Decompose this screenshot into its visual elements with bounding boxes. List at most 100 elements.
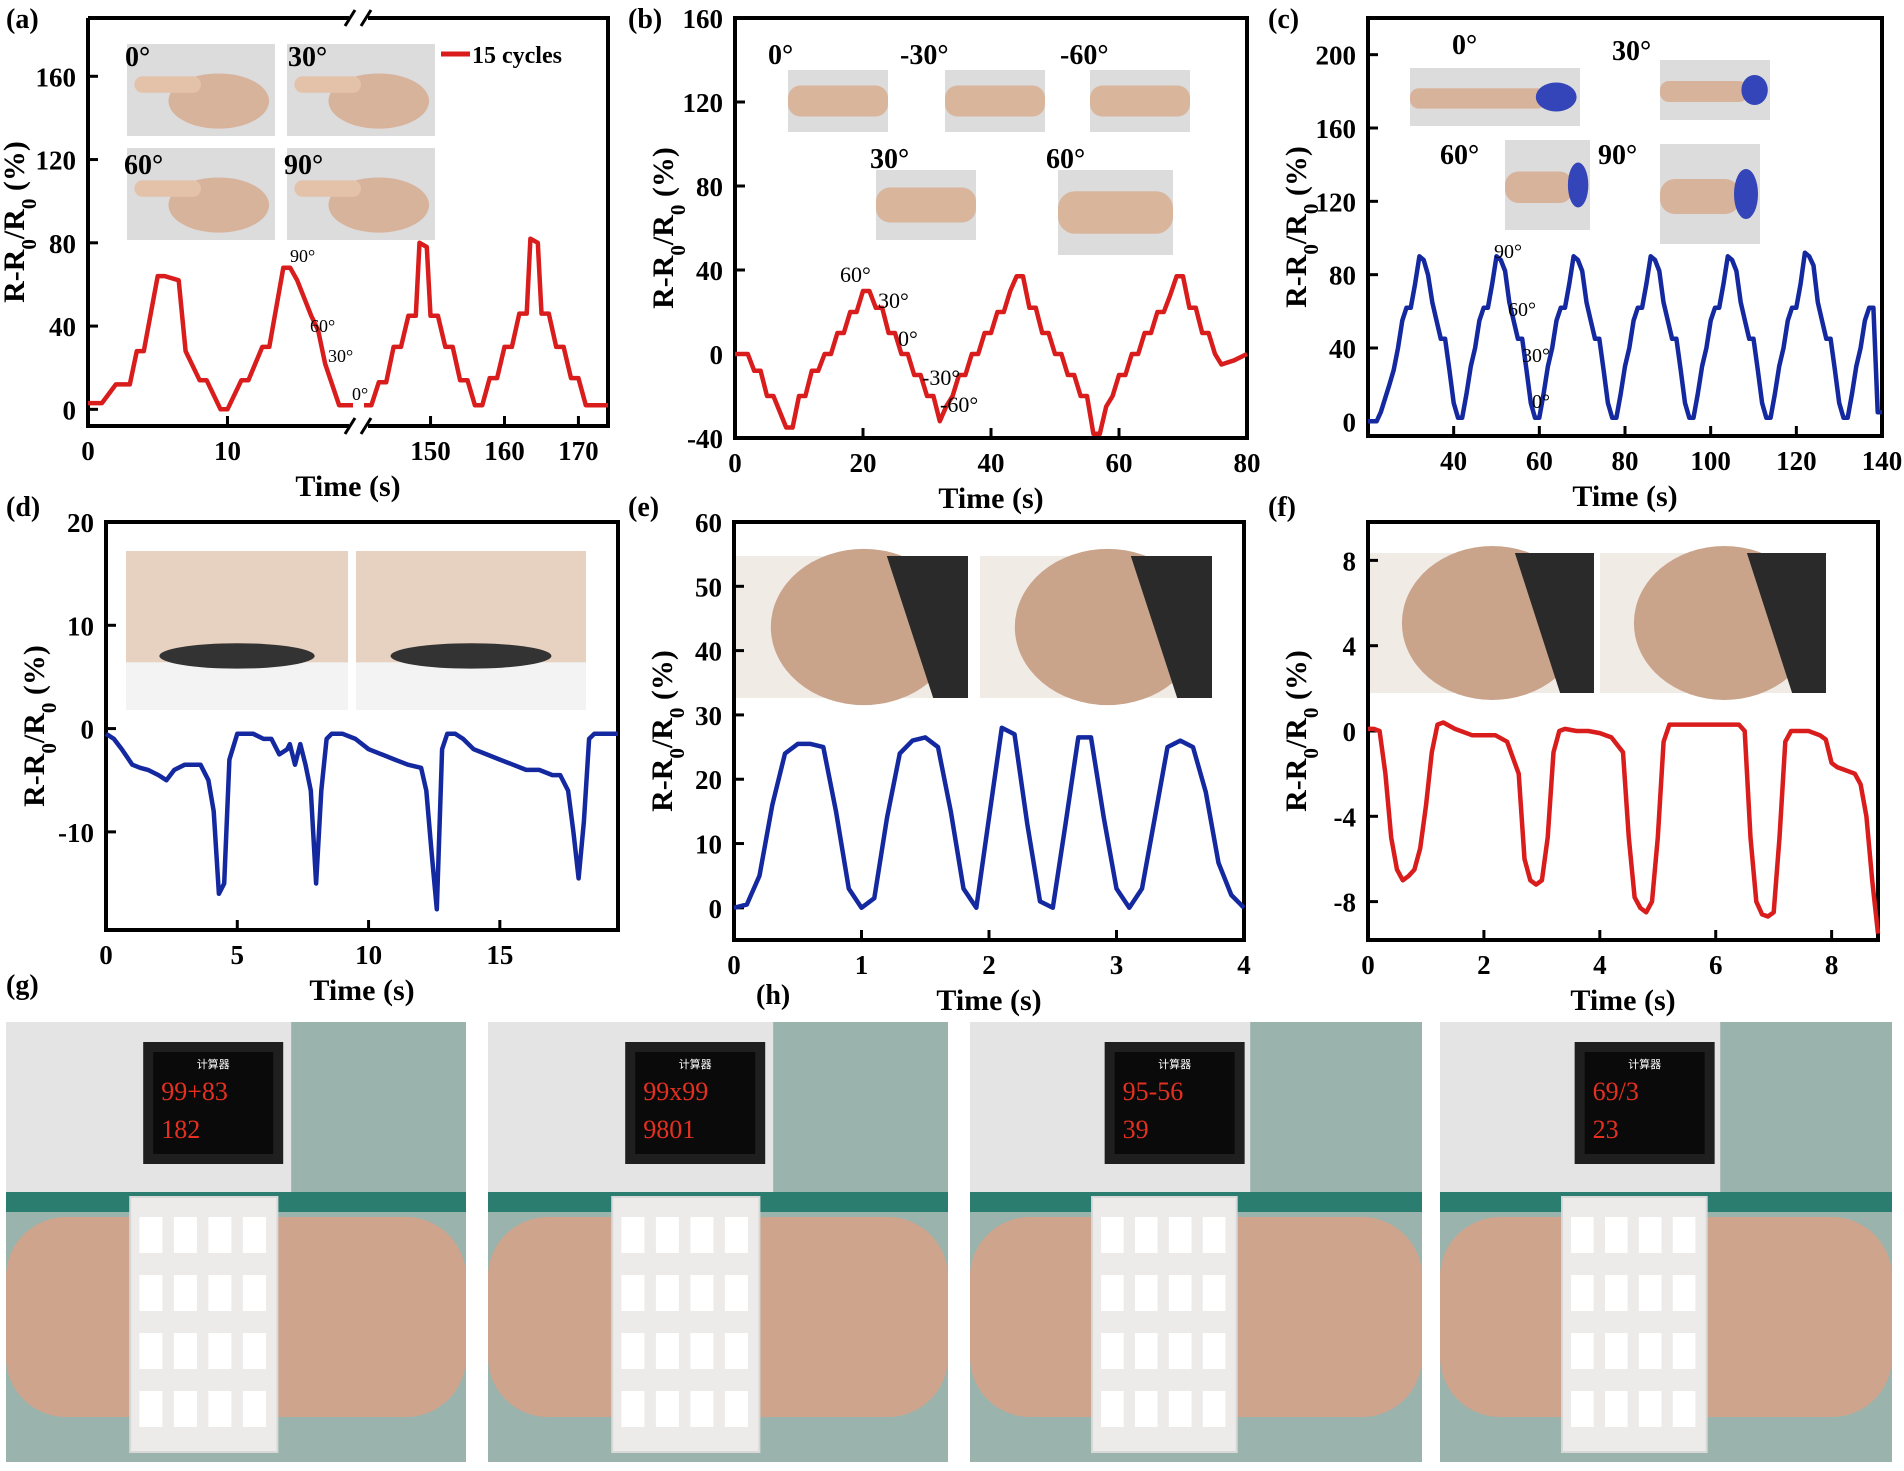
key-2-1-3: [1202, 1275, 1226, 1311]
x-tick-label-f-4: 8: [1825, 950, 1839, 980]
x-tick-label-f-1: 2: [1477, 950, 1491, 980]
inset-photo-f-1: [1600, 546, 1826, 700]
inset-photo-b-n60-arm-shape: [1090, 85, 1190, 117]
annotation-b-1: 30°: [878, 288, 909, 313]
y-tick-label-d-3: 20: [67, 508, 94, 538]
series-line-c: [1368, 250, 1882, 424]
series-line-d: [104, 731, 618, 912]
key-1-1-0: [621, 1275, 645, 1311]
key-3-2-3: [1672, 1333, 1696, 1369]
key-3-0-3: [1672, 1217, 1696, 1253]
y-tick-label-e-6: 60: [695, 508, 722, 538]
key-2-3-0: [1101, 1391, 1124, 1427]
key-2-2-1: [1134, 1333, 1158, 1369]
inset-photo-b-n60: [1090, 70, 1190, 132]
x-tick-label-d-1: 5: [231, 940, 245, 970]
y-axis-label-e: R-R0/R0 (%): [646, 650, 689, 812]
inset-label-b-1: -30°: [900, 40, 949, 71]
inset-photo-b-n30: [945, 70, 1045, 132]
key-0-1-2: [208, 1275, 232, 1311]
inset-photo-a-30-finger-shape: [294, 76, 361, 93]
y-tick-label-b-5: 160: [683, 4, 724, 34]
key-0-2-0: [139, 1333, 163, 1369]
series-line-b: [735, 274, 1248, 437]
annotation-a-3: 0°: [352, 384, 368, 404]
x-tick-label-d-3: 15: [486, 940, 513, 970]
x-tick-label-c-3: 100: [1690, 446, 1731, 476]
x-tick-label-b-2: 40: [978, 448, 1005, 478]
key-3-0-2: [1638, 1217, 1662, 1253]
y-tick-label-f-4: 8: [1343, 546, 1357, 576]
x-axis-label-b: Time (s): [938, 482, 1043, 515]
x-tick-label-a-1: 10: [214, 436, 241, 466]
axis-break-1-l: [343, 417, 357, 435]
inset-photo-c-0: [1410, 68, 1580, 126]
key-2-0-2: [1168, 1217, 1192, 1253]
key-2-0-0: [1101, 1217, 1124, 1253]
annotation-c-3: 0°: [1532, 391, 1550, 413]
panel-f: -8 -4 0 4 8 0 2 4 6 8 Time (s) R-R0/R0 (%) (f): [1268, 492, 1881, 1017]
inset-label-b-0: 0°: [768, 40, 793, 71]
lcd-screen-0: [153, 1052, 274, 1154]
inset-photo-c-60-arm-shape: [1505, 171, 1573, 203]
axis-break-0-l: [343, 9, 357, 27]
key-2-1-1: [1134, 1275, 1158, 1311]
annotation-c-1: 60°: [1508, 299, 1536, 321]
key-3-1-3: [1672, 1275, 1696, 1311]
x-tick-label-a-3: 160: [484, 436, 525, 466]
inset-photo-a-60: [127, 148, 275, 240]
key-3-3-1: [1604, 1391, 1628, 1427]
key-2-0-3: [1202, 1217, 1226, 1253]
inset-label-c-3: 90°: [1598, 140, 1637, 171]
y-tick-label-a-1: 40: [49, 312, 76, 342]
y-tick-label-e-2: 20: [695, 765, 722, 795]
key-1-1-3: [724, 1275, 748, 1311]
x-tick-label-f-0: 0: [1361, 950, 1375, 980]
x-axis-label-e: Time (s): [936, 984, 1041, 1017]
inset-photo-f-0-hair-shape: [1514, 553, 1594, 693]
inset-label-a-0: 0°: [125, 42, 150, 73]
inset-photo-b-0-arm-shape: [788, 85, 888, 117]
y-tick-label-f-3: 4: [1343, 632, 1357, 662]
annotation-b-3: -30°: [922, 365, 960, 390]
key-2-1-2: [1168, 1275, 1192, 1311]
y-tick-label-c-4: 160: [1316, 114, 1357, 144]
key-1-3-0: [621, 1391, 645, 1427]
inset-photo-c-60: [1505, 140, 1590, 230]
series-line-f: [1368, 720, 1881, 934]
inset-label-a-3: 90°: [284, 150, 323, 181]
x-tick-label-b-3: 60: [1106, 448, 1133, 478]
y-tick-label-c-3: 120: [1316, 187, 1357, 217]
inset-photo-d-1-shirt: [356, 662, 586, 710]
annotation-a-2: 30°: [328, 346, 353, 366]
inset-photo-c-90: [1660, 144, 1760, 244]
key-3-2-0: [1571, 1333, 1594, 1369]
key-2-3-3: [1202, 1391, 1226, 1427]
key-0-2-3: [242, 1333, 266, 1369]
panel-label-h: (h): [756, 980, 790, 1011]
key-0-1-1: [173, 1275, 197, 1311]
key-0-3-0: [139, 1391, 163, 1427]
lcd-title-3: 计算器: [1628, 1057, 1661, 1071]
lcd-expression-1: 99x99: [643, 1077, 708, 1106]
inset-photo-c-90-glove-shape: [1734, 169, 1758, 219]
x-tick-label-c-0: 40: [1440, 446, 1467, 476]
y-tick-label-a-3: 120: [36, 146, 77, 176]
key-3-3-2: [1638, 1391, 1662, 1427]
y-tick-label-d-0: -10: [58, 818, 94, 848]
x-tick-label-f-3: 6: [1709, 950, 1723, 980]
y-axis-label-a: R-R0/R0 (%): [0, 141, 41, 303]
y-axis-label-d: R-R0/R0 (%): [18, 645, 61, 807]
key-0-0-1: [173, 1217, 197, 1253]
key-1-0-3: [724, 1217, 748, 1253]
y-tick-label-a-0: 0: [63, 395, 77, 425]
inset-photo-c-0-arm-shape: [1410, 88, 1546, 109]
series-line-a-1: [364, 236, 608, 408]
x-axis-label-f: Time (s): [1570, 984, 1675, 1017]
key-2-2-2: [1168, 1333, 1192, 1369]
lcd-screen-1: [635, 1052, 756, 1154]
y-tick-label-f-0: -8: [1334, 888, 1357, 918]
key-0-3-2: [208, 1391, 232, 1427]
key-3-1-1: [1604, 1275, 1628, 1311]
